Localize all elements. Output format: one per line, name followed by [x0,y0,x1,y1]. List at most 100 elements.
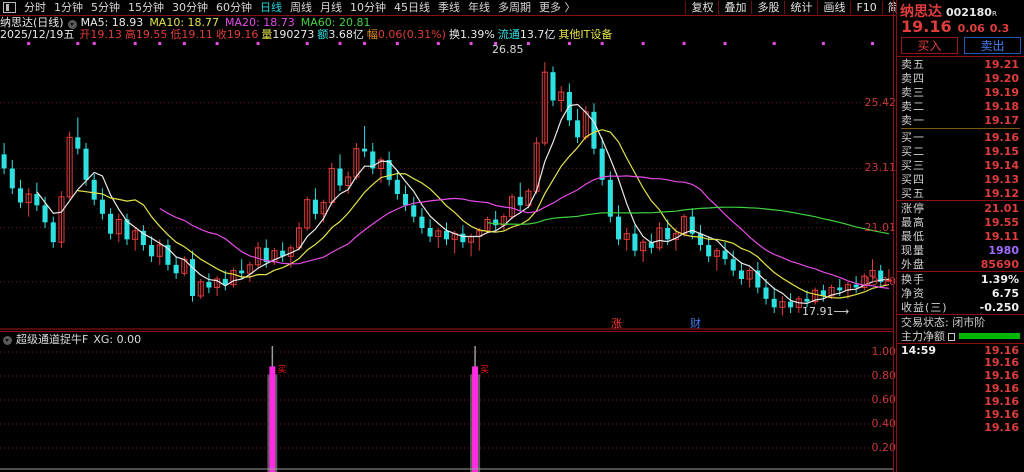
bid-row-value-0: 19.16 [984,130,1019,144]
ohlc-field-4: 量190273 [261,29,314,41]
extra-row-1[interactable]: 净资 6.75 [897,286,1024,300]
ohlc-field-label-9: 其他IT设备 [558,28,613,41]
price-change: 0.06 [957,22,985,35]
kline-chart[interactable] [0,41,893,330]
ohlc-field-label-0: 开 [79,28,91,41]
bid-row-label-4: 买五 [901,186,925,200]
bid-row-3[interactable]: 买四 19.13 [897,172,1024,186]
indicator-tick-2: 0.60 [871,393,897,406]
quote-price-row: 19.16 0.06 0.3 [897,17,1024,36]
ask-row-value-1: 19.20 [984,71,1019,85]
toolbar-button-3[interactable]: 统计 [784,1,817,14]
ma-info-line: 纳思达(日线) MA5: 18.93 MA10: 18.77 MA20: 18.73… [0,17,376,29]
ohlc-field-label-6: 幅 [366,28,378,41]
ask-row-value-3: 19.18 [984,99,1019,113]
period-11[interactable]: 季线 [438,1,460,14]
period-8[interactable]: 月线 [320,1,342,14]
ohlc-field-value-1: 19.55 [135,28,168,41]
toolbar-button-2[interactable]: 多股 [751,1,784,14]
tick-list[interactable]: 14:59 19.16 19.16 19.16 19.16 19.16 19.16 19.16 [897,343,1024,434]
stat-row-value-0: 21.01 [984,201,1019,215]
bid-row-1[interactable]: 买二 19.15 [897,144,1024,158]
tick-row-6[interactable]: 19.16 [897,421,1024,434]
quote-panel: 纳思达 002180 R 19.16 0.06 0.3 买入 卖出 卖五 19.2… [896,0,1024,472]
toolbar-button-0[interactable]: 复权 [685,1,718,14]
bid-row-0[interactable]: 买一 19.16 [897,130,1024,144]
period-10[interactable]: 45日线 [394,1,430,14]
period-13[interactable]: 多周期 [498,1,531,14]
tick-price-0: 19.16 [984,343,1019,357]
ask-row-value-0: 19.21 [984,57,1019,71]
indicator-chart[interactable]: 买买 [0,346,893,472]
marker-zhang: 涨 [611,317,622,330]
toolbar-button-1[interactable]: 叠加 [718,1,751,14]
order-book-divider [901,128,1020,129]
stat-rows: 涨停 21.01 最高 19.55 最低 19.11 现量 1980 外盘 85690 [897,201,1024,271]
ask-row-value-2: 19.19 [984,85,1019,99]
extra-row-value-2: -0.250 [979,300,1019,314]
stat-row-0[interactable]: 涨停 21.01 [897,201,1024,215]
bid-row-value-1: 19.15 [984,144,1019,158]
high-price-annotation: 26.85 [492,43,524,56]
tick-row-3[interactable]: 19.16 [897,382,1024,395]
ma-label-0: MA5: 18.93 [80,16,144,29]
ohlc-field-label-1: 高 [124,28,136,41]
ask-row-label-0: 卖五 [901,57,925,71]
ohlc-field-label-4: 量 [261,28,273,41]
period-1[interactable]: 1分钟 [54,1,83,14]
ohlc-field-5: 额3.68亿 [317,29,364,41]
ohlc-field-value-8: 13.7亿 [519,28,556,41]
extra-rows: 换手 1.39% 净资 6.75 收益(三) -0.250 [897,272,1024,314]
period-4[interactable]: 30分钟 [172,1,208,14]
bid-row-4[interactable]: 买五 19.12 [897,186,1024,200]
ohlc-field-label-8: 流通 [497,28,520,41]
ohlc-field-value-3: 19.16 [226,28,259,41]
tick-row-1[interactable]: 19.16 [897,356,1024,369]
period-6[interactable]: 日线 [260,1,282,14]
k-date: 2025/12/19五 [0,28,75,41]
period-7[interactable]: 周线 [290,1,312,14]
extra-row-value-1: 6.75 [991,286,1019,300]
toolbar-button-5[interactable]: F10 [850,1,881,14]
period-2[interactable]: 5分钟 [91,1,120,14]
tick-time-0: 14:59 [901,343,937,357]
tick-row-4[interactable]: 19.16 [897,395,1024,408]
stat-row-4[interactable]: 外盘 85690 [897,257,1024,271]
ask-row-0[interactable]: 卖五 19.21 [897,57,1024,71]
toolbar-button-4[interactable]: 画线 [817,1,850,14]
ask-row-4[interactable]: 卖一 19.17 [897,113,1024,127]
period-0[interactable]: 分时 [24,1,46,14]
extra-row-2[interactable]: 收益(三) -0.250 [897,300,1024,314]
ohlc-field-value-0: 19.13 [90,28,122,41]
stock-flag: R [991,10,997,18]
sell-button[interactable]: 卖出 [964,37,1021,54]
bid-row-label-2: 买三 [901,158,925,172]
bid-row-value-4: 19.12 [984,186,1019,200]
ask-row-2[interactable]: 卖三 19.19 [897,85,1024,99]
indicator-chevron-icon[interactable] [3,335,12,345]
tick-row-5[interactable]: 19.16 [897,408,1024,421]
stat-row-label-2: 最低 [901,229,925,243]
stat-row-3[interactable]: 现量 1980 [897,243,1024,257]
layout-icon[interactable] [3,2,16,13]
period-9[interactable]: 10分钟 [350,1,386,14]
period-5[interactable]: 60分钟 [216,1,252,14]
tick-row-0[interactable]: 14:59 19.16 [897,343,1024,357]
buy-button[interactable]: 买入 [901,37,958,54]
chevron-down-icon[interactable] [67,19,77,29]
ohlc-field-label-2: 低 [170,28,182,41]
period-3[interactable]: 15分钟 [128,1,164,14]
ask-row-label-4: 卖一 [901,113,925,127]
indicator-header: 超级通道捉牛F XG: 0.00 [0,331,893,346]
tick-row-2[interactable]: 19.16 [897,369,1024,382]
stat-row-2[interactable]: 最低 19.11 [897,229,1024,243]
indicator-tick-0: 1.00 [871,345,897,358]
ask-row-1[interactable]: 卖四 19.20 [897,71,1024,85]
extra-row-0[interactable]: 换手 1.39% [897,272,1024,286]
period-14[interactable]: 更多 〉 [539,1,576,14]
bid-row-2[interactable]: 买三 19.14 [897,158,1024,172]
stat-row-1[interactable]: 最高 19.55 [897,215,1024,229]
list-icon[interactable] [948,333,955,341]
ask-row-3[interactable]: 卖二 19.18 [897,99,1024,113]
period-12[interactable]: 年线 [468,1,490,14]
